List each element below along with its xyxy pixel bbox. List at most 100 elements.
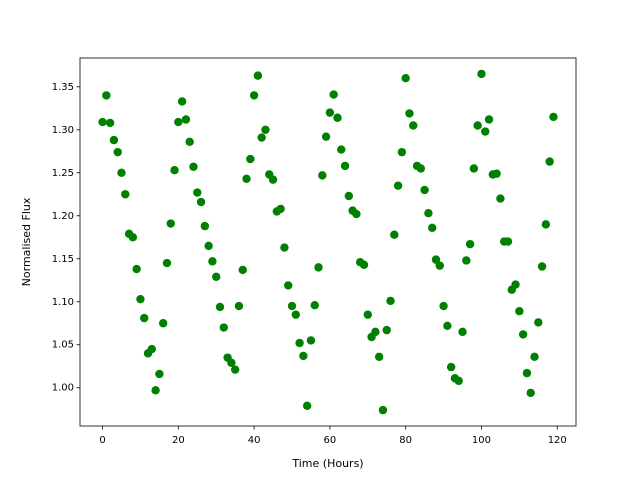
data-point (284, 281, 293, 290)
data-point (280, 243, 289, 252)
data-point (181, 115, 191, 124)
data-point (503, 237, 513, 246)
x-tick-label: 100 (472, 435, 491, 446)
data-point (200, 221, 210, 231)
data-point (465, 239, 475, 249)
data-point (287, 301, 297, 311)
data-point (132, 264, 141, 274)
data-point (238, 265, 247, 275)
data-point (462, 256, 471, 265)
data-point (246, 154, 255, 164)
data-point (329, 90, 338, 99)
axes-frame (79, 57, 577, 427)
data-point (151, 386, 160, 395)
x-tick-label: 60 (324, 435, 337, 446)
data-point (174, 117, 183, 127)
data-point (227, 358, 236, 368)
data-point (321, 132, 331, 141)
data-point (393, 181, 403, 190)
data-point (530, 352, 539, 361)
data-point (155, 369, 164, 379)
data-point (401, 74, 410, 83)
data-point (405, 109, 414, 118)
x-tick-label: 20 (172, 435, 185, 446)
data-point (310, 300, 319, 310)
data-point (443, 321, 452, 331)
data-point (291, 310, 300, 319)
data-point (325, 108, 335, 117)
data-point (189, 162, 198, 171)
data-point (515, 307, 524, 316)
data-point (177, 97, 187, 106)
x-tick-label: 120 (548, 435, 567, 446)
data-point (496, 194, 505, 203)
data-point (518, 330, 528, 339)
data-point (314, 263, 323, 272)
data-point (386, 296, 395, 306)
data-point (299, 351, 308, 361)
data-point (492, 169, 501, 178)
data-point (337, 145, 346, 154)
data-point (105, 118, 115, 128)
y-tick-label: 1.30 (52, 125, 74, 136)
data-point (230, 365, 240, 374)
data-point (534, 318, 543, 327)
data-point (128, 233, 138, 242)
data-point (257, 133, 266, 142)
data-point (545, 157, 554, 166)
data-point (170, 166, 179, 175)
data-point (318, 171, 327, 180)
data-point (522, 368, 532, 378)
data-point (215, 302, 225, 312)
data-point (162, 258, 172, 268)
y-tick-label: 1.35 (52, 82, 74, 93)
data-point (378, 405, 388, 415)
data-point (249, 91, 259, 100)
data-point (208, 257, 217, 266)
data-point (268, 175, 278, 184)
data-point (140, 313, 149, 323)
data-point (158, 319, 168, 328)
data-point (147, 344, 157, 354)
data-point (359, 260, 369, 269)
data-point (446, 362, 456, 372)
x-axis-label: Time (Hours) (291, 457, 363, 470)
data-point (363, 310, 372, 319)
data-point (276, 204, 285, 214)
data-point (344, 191, 354, 201)
data-point (473, 121, 482, 130)
data-point (537, 262, 547, 271)
data-point (242, 174, 251, 184)
data-point (196, 197, 206, 207)
data-point (306, 336, 316, 345)
data-point (541, 220, 551, 229)
data-point (219, 323, 228, 332)
x-tick-label: 0 (99, 435, 105, 446)
data-point (302, 401, 312, 410)
y-tick-label: 1.05 (52, 340, 74, 351)
data-point (352, 209, 361, 219)
data-point (511, 280, 520, 289)
data-point (253, 71, 263, 80)
data-point (454, 376, 463, 386)
data-point (193, 188, 202, 197)
data-point (477, 69, 486, 79)
data-point (416, 164, 426, 173)
data-point (397, 147, 407, 157)
data-point (549, 112, 558, 122)
data-point (121, 190, 130, 199)
data-point (371, 327, 380, 337)
y-tick-label: 1.00 (52, 383, 74, 394)
data-point (428, 223, 437, 233)
data-point (204, 241, 213, 251)
data-point (340, 161, 350, 171)
data-point (435, 261, 444, 270)
y-tick-label: 1.25 (52, 168, 74, 179)
data-point (295, 338, 304, 348)
data-point (439, 301, 448, 311)
data-point (469, 164, 479, 173)
data-point (409, 121, 418, 130)
data-point (420, 185, 429, 195)
data-point (481, 127, 490, 136)
